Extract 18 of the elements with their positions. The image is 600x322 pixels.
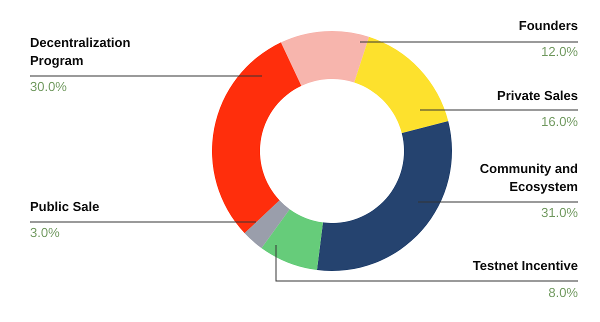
data-label: 30.0%	[30, 79, 68, 94]
data-label: 12.0%	[541, 44, 578, 59]
donut-slice	[212, 42, 302, 234]
donut-slice	[280, 31, 370, 86]
data-label: 31.0%	[541, 205, 578, 220]
data-label: 3.0%	[30, 225, 60, 240]
slice-label: Testnet Incentive	[472, 258, 578, 273]
donut-slice	[244, 200, 290, 248]
data-label: 16.0%	[541, 114, 578, 129]
slice-label: Founders	[518, 18, 578, 33]
slice-label: Public Sale	[30, 199, 100, 214]
donut-slice	[354, 36, 448, 134]
slice-label: Community and Ecosystem	[480, 161, 578, 194]
donut-slice	[261, 209, 323, 270]
donut-slice	[316, 121, 452, 271]
slice-label: Private Sales	[497, 88, 578, 103]
data-label: 8.0%	[548, 285, 578, 300]
slice-label: Decentralization Program	[30, 35, 130, 68]
